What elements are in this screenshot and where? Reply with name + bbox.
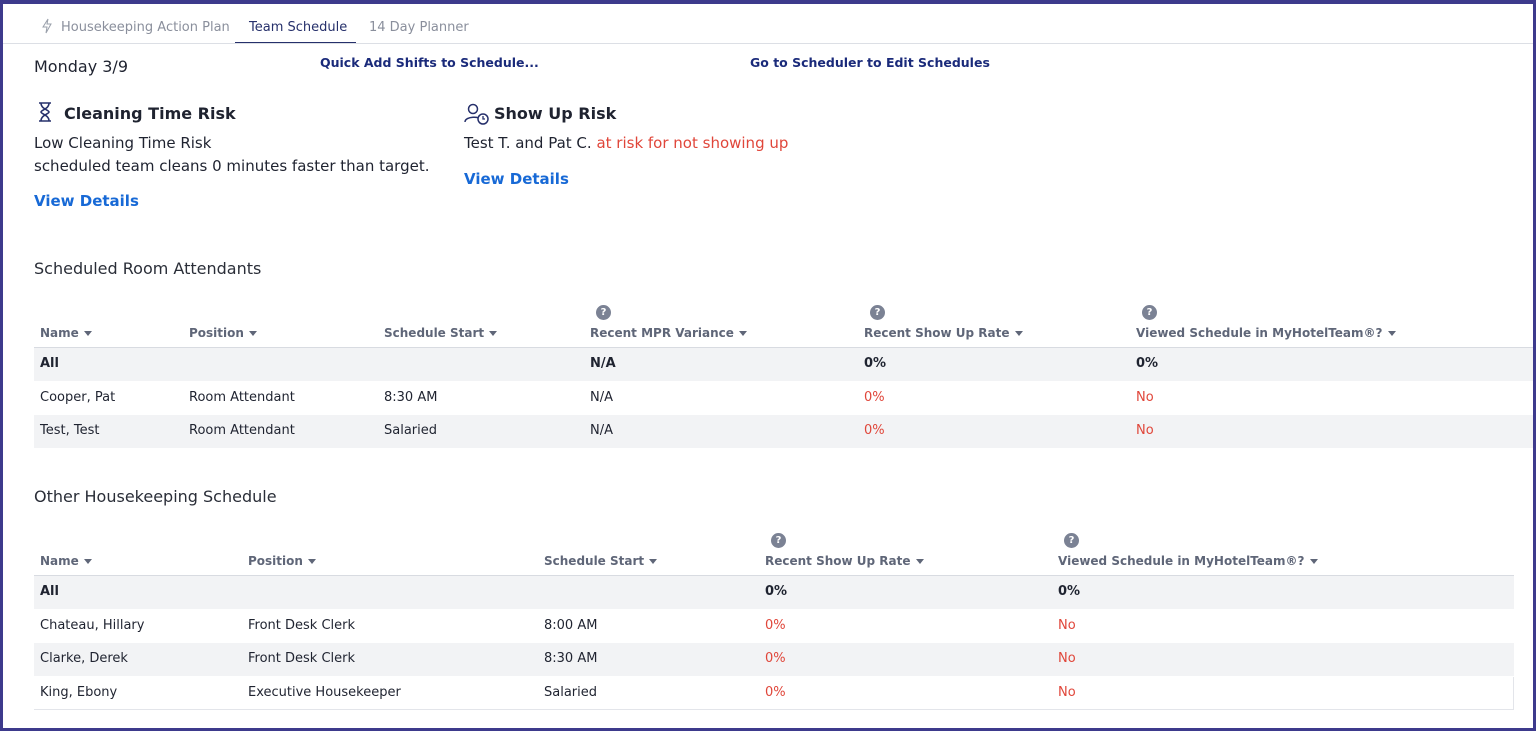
table-cell: No: [1136, 389, 1154, 405]
table-cell: 0%: [765, 684, 786, 700]
table-cell: Room Attendant: [189, 389, 295, 405]
view-details-link[interactable]: View Details: [464, 170, 569, 188]
table-cell: 0%: [864, 423, 885, 438]
cleaning-risk-title: Cleaning Time Risk: [64, 104, 236, 123]
table-row: Test, Test Room Attendant Salaried N/A 0% No: [34, 415, 1533, 448]
table-cell: N/A: [590, 423, 613, 438]
table-cell: Room Attendant: [189, 423, 295, 438]
table-cell: No: [1058, 651, 1076, 666]
table-cell: All: [40, 356, 59, 371]
table-cell: 8:30 AM: [544, 651, 598, 666]
table-cell: 0%: [864, 389, 885, 405]
scheduler-link[interactable]: Go to Scheduler to Edit Schedules: [750, 55, 990, 70]
bolt-icon: [42, 18, 52, 34]
table-cell: 0%: [765, 617, 786, 633]
table-cell: 0%: [1058, 584, 1081, 599]
section-title: Other Housekeeping Schedule: [34, 487, 277, 506]
column-header[interactable]: Schedule Start: [544, 554, 657, 568]
help-icon[interactable]: ?: [596, 305, 611, 320]
tab[interactable]: 14 Day Planner: [369, 20, 469, 35]
table-cell: Test, Test: [40, 423, 100, 438]
table-cell: 0%: [864, 356, 887, 371]
column-header[interactable]: Name: [40, 326, 92, 340]
risk-names: Test T. and Pat C.: [464, 134, 592, 152]
tab[interactable]: Housekeeping Action Plan: [61, 20, 230, 35]
table-cell: No: [1136, 423, 1154, 438]
table-row: Clarke, Derek Front Desk Clerk 8:30 AM 0% No: [34, 643, 1514, 676]
column-header[interactable]: Viewed Schedule in MyHotelTeam®?: [1136, 326, 1396, 340]
risk-warning: at risk for not showing up: [596, 134, 789, 152]
table-cell: Salaried: [544, 684, 598, 700]
hourglass-icon: [39, 102, 51, 122]
person-clock-icon: [464, 103, 489, 125]
table-row: Cooper, Pat Room Attendant 8:30 AM N/A 0% No: [34, 381, 1533, 415]
table-cell: Chateau, Hillary: [40, 617, 145, 633]
table-cell: 0%: [765, 584, 788, 599]
table-cell: King, Ebony: [40, 684, 118, 700]
total-row: All 0% 0%: [34, 576, 1514, 609]
column-header[interactable]: Recent MPR Variance: [590, 326, 747, 340]
column-header[interactable]: Name: [40, 554, 92, 568]
header-divider: [34, 575, 1514, 576]
column-header[interactable]: Viewed Schedule in MyHotelTeam®?: [1058, 554, 1318, 568]
cleaning-risk-detail: scheduled team cleans 0 minutes faster t…: [34, 157, 430, 175]
column-header[interactable]: Position: [248, 554, 316, 568]
column-header[interactable]: Position: [189, 326, 257, 340]
table-cell: Cooper, Pat: [40, 389, 116, 405]
table-cell: Front Desk Clerk: [248, 651, 356, 666]
table-cell: Executive Housekeeper: [248, 684, 401, 700]
total-row: All N/A 0% 0%: [34, 348, 1533, 381]
column-header[interactable]: Recent Show Up Rate: [864, 326, 1023, 340]
table-cell: 0%: [765, 651, 786, 666]
header-divider: [34, 347, 1533, 348]
tab-active[interactable]: Team Schedule: [249, 20, 348, 35]
table-cell: 8:00 AM: [544, 617, 598, 633]
show-up-risk-title: Show Up Risk: [494, 104, 617, 123]
help-icon[interactable]: ?: [771, 533, 786, 548]
table-cell: N/A: [590, 356, 616, 371]
table-cell: 8:30 AM: [384, 389, 438, 405]
table-cell: N/A: [590, 389, 613, 405]
help-icon[interactable]: ?: [870, 305, 885, 320]
table-cell: Clarke, Derek: [40, 651, 128, 666]
table-row: Chateau, Hillary Front Desk Clerk 8:00 AM 0…: [34, 609, 1514, 643]
date: Monday 3/9: [34, 57, 128, 76]
table-cell: Salaried: [384, 423, 438, 438]
table-row: King, Ebony Executive Housekeeper Salaried…: [34, 676, 1514, 710]
view-details-link[interactable]: View Details: [34, 192, 139, 210]
help-icon[interactable]: ?: [1142, 305, 1157, 320]
table-cell: No: [1058, 617, 1076, 633]
column-header[interactable]: Schedule Start: [384, 326, 497, 340]
tab-divider: [3, 43, 1533, 44]
table-cell: All: [40, 584, 59, 599]
cleaning-risk-status: Low Cleaning Time Risk: [34, 134, 212, 152]
quick-add-link[interactable]: Quick Add Shifts to Schedule...: [320, 55, 539, 70]
table-cell: 0%: [1136, 356, 1159, 371]
column-header[interactable]: Recent Show Up Rate: [765, 554, 924, 568]
section-title: Scheduled Room Attendants: [34, 259, 262, 278]
help-icon[interactable]: ?: [1064, 533, 1079, 548]
table-cell: Front Desk Clerk: [248, 617, 356, 633]
table-cell: No: [1058, 684, 1076, 700]
